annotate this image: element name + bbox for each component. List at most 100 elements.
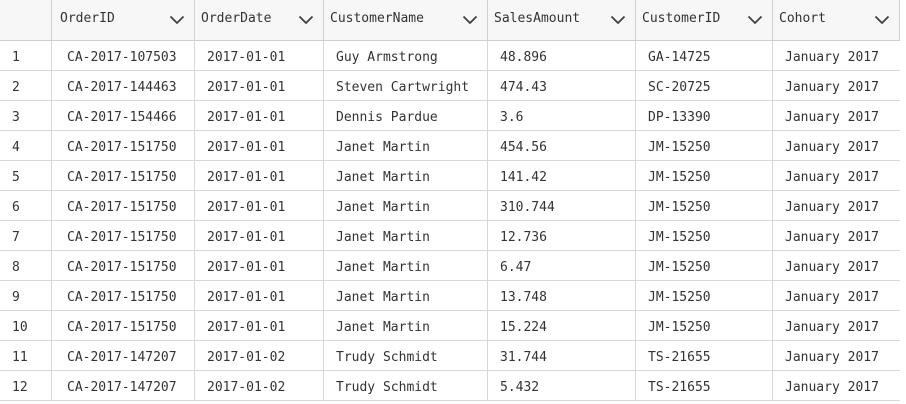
column-header-cohort[interactable]: Cohort xyxy=(773,0,900,40)
row-number-cell[interactable]: 4 xyxy=(0,131,52,160)
customerid-cell[interactable]: JM-15250 xyxy=(636,161,773,190)
orderid-cell[interactable]: CA-2017-154466 xyxy=(52,101,195,130)
customerid-cell[interactable]: DP-13390 xyxy=(636,101,773,130)
row-number-cell[interactable]: 5 xyxy=(0,161,52,190)
cohort-cell[interactable]: January 2017 xyxy=(773,341,900,370)
orderid-cell[interactable]: CA-2017-107503 xyxy=(52,41,195,70)
cohort-cell[interactable]: January 2017 xyxy=(773,371,900,400)
orderid-cell[interactable]: CA-2017-151750 xyxy=(52,161,195,190)
chevron-down-icon[interactable] xyxy=(747,15,763,25)
salesamount-cell[interactable]: 474.43 xyxy=(488,71,636,100)
customername-cell[interactable]: Janet Martin xyxy=(324,221,488,250)
customerid-cell[interactable]: GA-14725 xyxy=(636,41,773,70)
orderdate-cell[interactable]: 2017-01-01 xyxy=(195,131,324,160)
row-number-cell[interactable]: 9 xyxy=(0,281,52,310)
cohort-cell[interactable]: January 2017 xyxy=(773,311,900,340)
cohort-cell[interactable]: January 2017 xyxy=(773,71,900,100)
orderid-cell[interactable]: CA-2017-144463 xyxy=(52,71,195,100)
orderdate-cell[interactable]: 2017-01-01 xyxy=(195,191,324,220)
orderid-cell[interactable]: CA-2017-151750 xyxy=(52,311,195,340)
customername-cell[interactable]: Dennis Pardue xyxy=(324,101,488,130)
salesamount-cell[interactable]: 3.6 xyxy=(488,101,636,130)
orderdate-cell[interactable]: 2017-01-01 xyxy=(195,311,324,340)
column-header-salesamount[interactable]: SalesAmount xyxy=(488,0,636,40)
column-header-customerid[interactable]: CustomerID xyxy=(636,0,773,40)
customerid-cell[interactable]: JM-15250 xyxy=(636,191,773,220)
orderid-cell[interactable]: CA-2017-151750 xyxy=(52,191,195,220)
salesamount-cell[interactable]: 6.47 xyxy=(488,251,636,280)
customerid-cell[interactable]: SC-20725 xyxy=(636,71,773,100)
table-row[interactable]: 1 CA-2017-107503 2017-01-01 Guy Armstrong 48… xyxy=(0,41,900,71)
table-row[interactable]: 11 CA-2017-147207 2017-01-02 Trudy Schmidt 3… xyxy=(0,341,900,371)
salesamount-cell[interactable]: 12.736 xyxy=(488,221,636,250)
cohort-cell[interactable]: January 2017 xyxy=(773,41,900,70)
orderdate-cell[interactable]: 2017-01-01 xyxy=(195,281,324,310)
table-row[interactable]: 9 CA-2017-151750 2017-01-01 Janet Martin 13.… xyxy=(0,281,900,311)
table-row[interactable]: 3 CA-2017-154466 2017-01-01 Dennis Pardue 3.… xyxy=(0,101,900,131)
customername-cell[interactable]: Trudy Schmidt xyxy=(324,341,488,370)
customername-cell[interactable]: Janet Martin xyxy=(324,281,488,310)
row-number-cell[interactable]: 6 xyxy=(0,191,52,220)
row-number-cell[interactable]: 8 xyxy=(0,251,52,280)
customername-cell[interactable]: Janet Martin xyxy=(324,251,488,280)
cohort-cell[interactable]: January 2017 xyxy=(773,101,900,130)
salesamount-cell[interactable]: 31.744 xyxy=(488,341,636,370)
orderdate-cell[interactable]: 2017-01-01 xyxy=(195,71,324,100)
chevron-down-icon[interactable] xyxy=(169,15,185,25)
cohort-cell[interactable]: January 2017 xyxy=(773,221,900,250)
row-number-cell[interactable]: 1 xyxy=(0,41,52,70)
row-number-cell[interactable]: 12 xyxy=(0,371,52,400)
row-number-cell[interactable]: 2 xyxy=(0,71,52,100)
salesamount-cell[interactable]: 48.896 xyxy=(488,41,636,70)
customerid-cell[interactable]: JM-15250 xyxy=(636,311,773,340)
customerid-cell[interactable]: JM-15250 xyxy=(636,281,773,310)
customername-cell[interactable]: Janet Martin xyxy=(324,191,488,220)
row-number-cell[interactable]: 11 xyxy=(0,341,52,370)
row-number-cell[interactable]: 10 xyxy=(0,311,52,340)
orderdate-cell[interactable]: 2017-01-01 xyxy=(195,251,324,280)
column-header-orderdate[interactable]: OrderDate xyxy=(195,0,324,40)
table-row[interactable]: 10 CA-2017-151750 2017-01-01 Janet Martin 15… xyxy=(0,311,900,341)
salesamount-cell[interactable]: 15.224 xyxy=(488,311,636,340)
salesamount-cell[interactable]: 141.42 xyxy=(488,161,636,190)
orderdate-cell[interactable]: 2017-01-01 xyxy=(195,101,324,130)
cohort-cell[interactable]: January 2017 xyxy=(773,161,900,190)
salesamount-cell[interactable]: 13.748 xyxy=(488,281,636,310)
table-row[interactable]: 2 CA-2017-144463 2017-01-01 Steven Cartwrig… xyxy=(0,71,900,101)
chevron-down-icon[interactable] xyxy=(298,15,314,25)
orderid-cell[interactable]: CA-2017-151750 xyxy=(52,131,195,160)
salesamount-cell[interactable]: 310.744 xyxy=(488,191,636,220)
cohort-cell[interactable]: January 2017 xyxy=(773,191,900,220)
cohort-cell[interactable]: January 2017 xyxy=(773,251,900,280)
chevron-down-icon[interactable] xyxy=(610,15,626,25)
table-row[interactable]: 5 CA-2017-151750 2017-01-01 Janet Martin 141… xyxy=(0,161,900,191)
customername-cell[interactable]: Trudy Schmidt xyxy=(324,371,488,400)
chevron-down-icon[interactable] xyxy=(874,15,890,25)
table-row[interactable]: 4 CA-2017-151750 2017-01-01 Janet Martin 454… xyxy=(0,131,900,161)
customerid-cell[interactable]: JM-15250 xyxy=(636,251,773,280)
customername-cell[interactable]: Janet Martin xyxy=(324,161,488,190)
customerid-cell[interactable]: TS-21655 xyxy=(636,371,773,400)
row-number-cell[interactable]: 3 xyxy=(0,101,52,130)
table-row[interactable]: 8 CA-2017-151750 2017-01-01 Janet Martin 6.4… xyxy=(0,251,900,281)
orderdate-cell[interactable]: 2017-01-01 xyxy=(195,221,324,250)
customername-cell[interactable]: Janet Martin xyxy=(324,131,488,160)
orderdate-cell[interactable]: 2017-01-02 xyxy=(195,341,324,370)
cohort-cell[interactable]: January 2017 xyxy=(773,131,900,160)
table-row[interactable]: 12 CA-2017-147207 2017-01-02 Trudy Schmidt 5… xyxy=(0,371,900,401)
orderid-cell[interactable]: CA-2017-147207 xyxy=(52,341,195,370)
orderdate-cell[interactable]: 2017-01-02 xyxy=(195,371,324,400)
salesamount-cell[interactable]: 454.56 xyxy=(488,131,636,160)
cohort-cell[interactable]: January 2017 xyxy=(773,281,900,310)
orderid-cell[interactable]: CA-2017-151750 xyxy=(52,251,195,280)
orderdate-cell[interactable]: 2017-01-01 xyxy=(195,41,324,70)
orderid-cell[interactable]: CA-2017-151750 xyxy=(52,221,195,250)
orderdate-cell[interactable]: 2017-01-01 xyxy=(195,161,324,190)
column-header-orderid[interactable]: OrderID xyxy=(52,0,195,40)
orderid-cell[interactable]: CA-2017-151750 xyxy=(52,281,195,310)
customername-cell[interactable]: Steven Cartwright xyxy=(324,71,488,100)
customerid-cell[interactable]: JM-15250 xyxy=(636,221,773,250)
table-row[interactable]: 7 CA-2017-151750 2017-01-01 Janet Martin 12.… xyxy=(0,221,900,251)
chevron-down-icon[interactable] xyxy=(462,15,478,25)
customername-cell[interactable]: Guy Armstrong xyxy=(324,41,488,70)
